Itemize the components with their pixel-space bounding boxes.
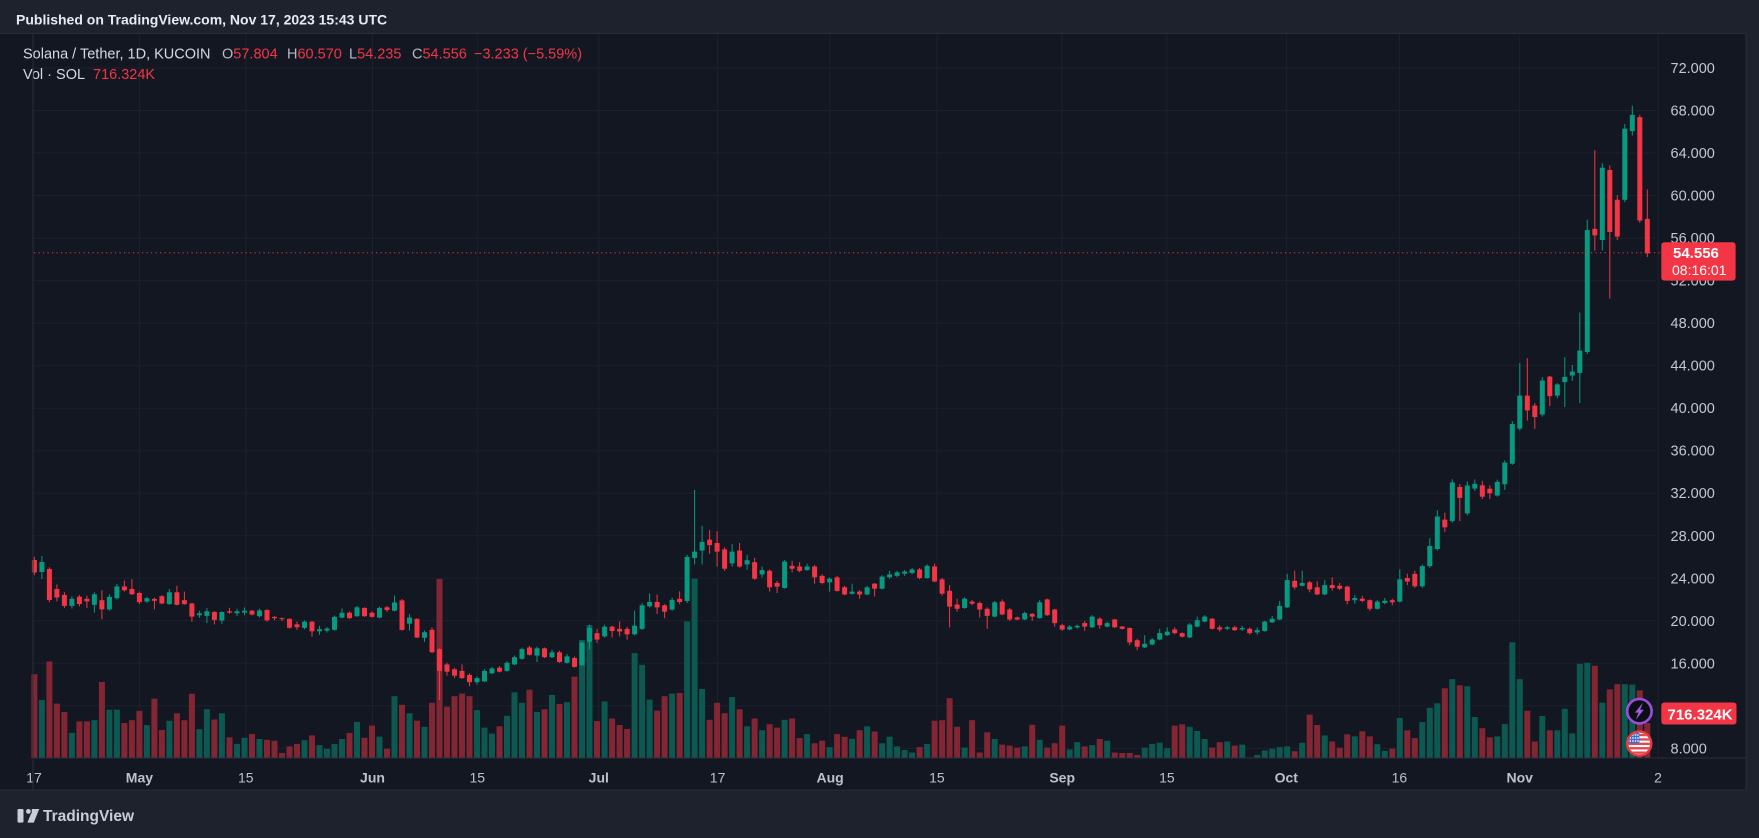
svg-text:48.000: 48.000: [1671, 316, 1715, 332]
svg-text:Jun: Jun: [360, 770, 385, 786]
svg-text:08:16:01: 08:16:01: [1672, 262, 1727, 278]
svg-text:24.000: 24.000: [1671, 571, 1715, 587]
svg-text:15: 15: [929, 770, 945, 786]
svg-text:36.000: 36.000: [1671, 444, 1715, 460]
svg-text:60.000: 60.000: [1671, 189, 1715, 205]
svg-text:68.000: 68.000: [1671, 104, 1715, 120]
svg-text:Published on TradingView.com,: Published on TradingView.com, Nov 17, 20…: [16, 12, 387, 28]
svg-text:−3.233 (−5.59%): −3.233 (−5.59%): [474, 47, 582, 63]
svg-text:L54.235: L54.235: [349, 47, 401, 63]
svg-text:8.000: 8.000: [1671, 741, 1707, 757]
svg-text:16.000: 16.000: [1671, 656, 1715, 672]
svg-text:TradingView: TradingView: [43, 808, 135, 825]
svg-text:Jul: Jul: [589, 770, 609, 786]
svg-text:28.000: 28.000: [1671, 529, 1715, 545]
svg-text:15: 15: [470, 770, 486, 786]
svg-text:15: 15: [1159, 770, 1175, 786]
svg-text:54.556: 54.556: [1673, 245, 1719, 262]
svg-text:15: 15: [238, 770, 254, 786]
svg-text:May: May: [126, 770, 153, 786]
svg-text:Oct: Oct: [1275, 770, 1299, 786]
svg-text:716.324K: 716.324K: [1668, 706, 1733, 723]
svg-text:Sep: Sep: [1049, 770, 1075, 786]
svg-text:40.000: 40.000: [1671, 401, 1715, 417]
svg-text:H60.570: H60.570: [287, 47, 342, 63]
svg-text:Aug: Aug: [816, 770, 843, 786]
svg-text:16: 16: [1392, 770, 1408, 786]
svg-text:716.324K: 716.324K: [93, 67, 155, 83]
svg-text:Nov: Nov: [1506, 770, 1533, 786]
svg-text:64.000: 64.000: [1671, 146, 1715, 162]
svg-text:44.000: 44.000: [1671, 359, 1715, 375]
svg-text:17: 17: [710, 770, 726, 786]
svg-text:20.000: 20.000: [1671, 614, 1715, 630]
svg-text:C54.556: C54.556: [412, 47, 467, 63]
svg-text:17: 17: [26, 770, 42, 786]
svg-text:72.000: 72.000: [1671, 61, 1715, 77]
svg-text:Vol · SOL: Vol · SOL: [23, 67, 85, 83]
svg-text:O57.804: O57.804: [222, 47, 278, 63]
svg-text:32.000: 32.000: [1671, 486, 1715, 502]
svg-text:Solana / Tether, 1D, KUCOIN: Solana / Tether, 1D, KUCOIN: [23, 47, 211, 63]
svg-text:2: 2: [1654, 770, 1662, 786]
